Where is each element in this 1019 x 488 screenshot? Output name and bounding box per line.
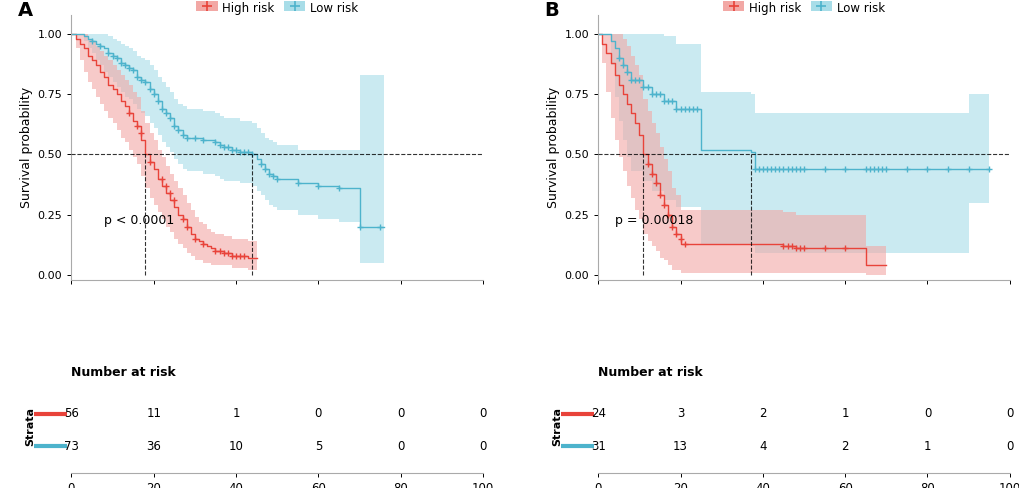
Y-axis label: Survival probability: Survival probability (547, 87, 559, 208)
Text: 73: 73 (64, 440, 78, 453)
Text: 0: 0 (479, 440, 486, 453)
Text: 0: 0 (314, 407, 322, 420)
Text: 1: 1 (232, 407, 239, 420)
Text: 0: 0 (396, 440, 404, 453)
Legend: High risk, Low risk: High risk, Low risk (717, 0, 889, 20)
Text: Strata: Strata (551, 407, 561, 446)
Text: 0: 0 (1005, 440, 1013, 453)
Text: 0: 0 (1005, 407, 1013, 420)
Text: 10: 10 (228, 440, 244, 453)
Text: 2: 2 (758, 407, 766, 420)
Y-axis label: Survival probability: Survival probability (20, 87, 34, 208)
Text: 0: 0 (479, 407, 486, 420)
Text: Number at risk: Number at risk (71, 366, 176, 379)
Text: 24: 24 (590, 407, 605, 420)
Text: 2: 2 (841, 440, 848, 453)
Text: 11: 11 (146, 407, 161, 420)
Text: Strata: Strata (25, 407, 36, 446)
Text: 5: 5 (314, 440, 322, 453)
Text: 13: 13 (673, 440, 687, 453)
Text: 1: 1 (841, 407, 848, 420)
Text: A: A (18, 1, 33, 20)
Text: 3: 3 (677, 407, 684, 420)
Text: 31: 31 (590, 440, 605, 453)
Text: 0: 0 (396, 407, 404, 420)
Text: 1: 1 (923, 440, 930, 453)
Text: 4: 4 (758, 440, 766, 453)
Text: 0: 0 (923, 407, 930, 420)
Text: 56: 56 (64, 407, 78, 420)
Text: p = 0.00018: p = 0.00018 (614, 214, 692, 227)
Text: Number at risk: Number at risk (597, 366, 702, 379)
Text: B: B (544, 1, 558, 20)
Legend: High risk, Low risk: High risk, Low risk (192, 0, 363, 20)
Text: p < 0.0001: p < 0.0001 (104, 214, 174, 227)
Text: 36: 36 (146, 440, 161, 453)
